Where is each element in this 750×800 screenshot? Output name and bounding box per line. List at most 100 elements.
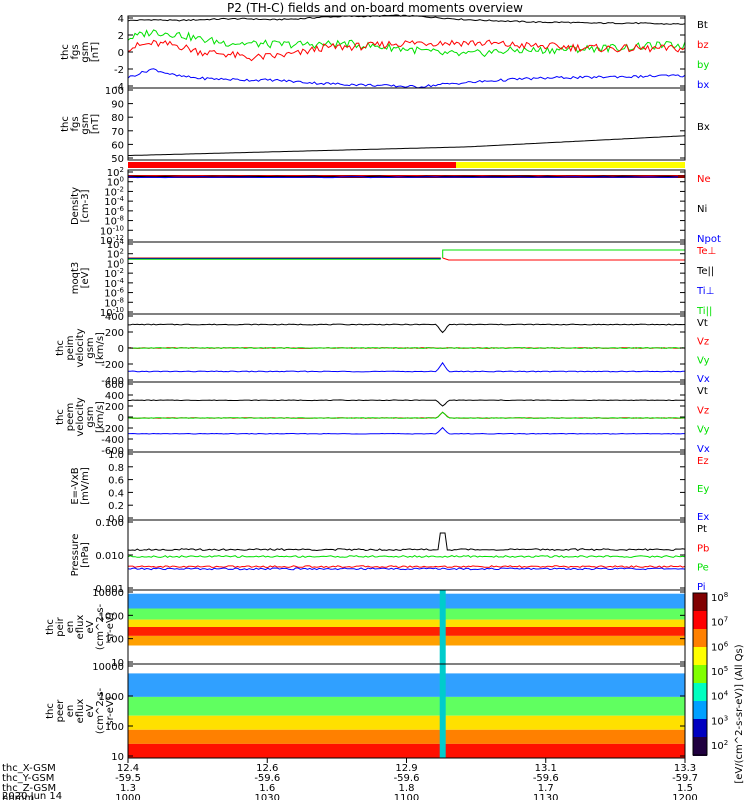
y-tick-label: 600 bbox=[105, 380, 124, 391]
y-tick-label: 0.100 bbox=[95, 518, 124, 529]
series-Vx bbox=[127, 361, 686, 373]
x-tick-label: 1200 bbox=[672, 793, 697, 800]
panel-frame bbox=[127, 381, 686, 453]
colorbar-tick-label: 103 bbox=[711, 714, 728, 727]
y-tick-label: 0.8 bbox=[108, 463, 124, 474]
y-tick-label: 10-4 bbox=[104, 277, 124, 290]
x-row-label: thc_X-GSM bbox=[2, 763, 56, 774]
y-axis-label: thcpeemvelocitygsm[km/s] bbox=[55, 397, 106, 436]
y-tick-label: 400 bbox=[105, 391, 124, 402]
y-tick-label: 10-4 bbox=[104, 195, 124, 208]
y-tick-label: 400 bbox=[105, 312, 124, 323]
y-tick-label: 102 bbox=[107, 166, 124, 179]
spectrogram-band bbox=[128, 673, 685, 697]
y-tick-label: 10-2 bbox=[104, 267, 124, 280]
legend-entry: Vy bbox=[697, 425, 710, 436]
x-tick-label: 12.9 bbox=[395, 763, 417, 774]
legend-entry: by bbox=[697, 60, 709, 71]
y-tick-label: 50 bbox=[111, 154, 124, 165]
colorbar-segment bbox=[693, 593, 707, 612]
y-tick-label: 10000 bbox=[92, 662, 124, 673]
y-tick-label: -400 bbox=[101, 376, 124, 387]
y-tick-label: 104 bbox=[107, 238, 125, 251]
y-axis-label: E=-VxB[mV/m] bbox=[70, 467, 91, 505]
y-tick-label: 80 bbox=[111, 113, 124, 124]
x-tick-label: -59.7 bbox=[672, 773, 698, 784]
series-Vy bbox=[127, 347, 686, 349]
panel-frame bbox=[127, 241, 686, 315]
y-tick-label: 0 bbox=[118, 48, 124, 59]
series-Vx bbox=[128, 426, 685, 435]
x-date-label: 2020 Jun 14 bbox=[2, 791, 62, 800]
colorbar-tick-label: 106 bbox=[711, 640, 729, 653]
y-tick-label: 10-10 bbox=[100, 224, 124, 237]
legend-entry: Npot bbox=[697, 234, 721, 245]
spectrogram-band bbox=[128, 715, 685, 730]
series-Vz bbox=[127, 411, 686, 419]
colorbar-tick-label: 108 bbox=[711, 591, 728, 604]
colorbar-segment bbox=[693, 683, 707, 702]
x-row-label: hhmm bbox=[2, 793, 34, 800]
series-Vy bbox=[127, 411, 686, 419]
colorbar-segment bbox=[693, 719, 707, 738]
x-tick-label: 1.6 bbox=[259, 783, 275, 794]
y-axis-label: Density[cm-3] bbox=[70, 187, 91, 225]
y-tick-label: 10-10 bbox=[100, 306, 124, 319]
y-axis-label: thcpeimvelocitygsm[km/s] bbox=[55, 328, 106, 367]
y-tick-label: -200 bbox=[101, 360, 124, 371]
y-tick-label: 10-2 bbox=[104, 185, 124, 198]
legend-entry: Ti⊥ bbox=[696, 286, 714, 297]
series-Pe bbox=[127, 555, 686, 559]
spectrogram-gap bbox=[439, 664, 446, 758]
chart-title: P2 (TH-C) fields and on-board moments ov… bbox=[227, 1, 523, 15]
series-Pi bbox=[127, 567, 686, 571]
y-tick-label: 70 bbox=[111, 127, 124, 138]
colorbar-tick-label: 107 bbox=[711, 616, 728, 629]
legend-entry: bx bbox=[697, 80, 709, 91]
series-bx bbox=[127, 68, 686, 89]
spectrogram-band bbox=[128, 608, 685, 620]
y-tick-label: 10-8 bbox=[104, 296, 124, 309]
series-Bx bbox=[128, 135, 686, 156]
y-tick-label: -4 bbox=[114, 82, 124, 93]
y-tick-label: 10-6 bbox=[104, 287, 124, 300]
legend-entry: bz bbox=[697, 40, 709, 51]
y-tick-label: -2 bbox=[114, 65, 124, 76]
colorbar-segment bbox=[693, 611, 707, 630]
y-tick-label: 100 bbox=[105, 635, 124, 646]
legend-entry: Pe bbox=[697, 563, 709, 574]
y-tick-label: 2 bbox=[118, 31, 124, 42]
spectrogram-band bbox=[128, 627, 685, 636]
x-tick-label: -59.6 bbox=[533, 773, 559, 784]
series-Pt bbox=[127, 532, 686, 552]
y-tick-label: 100 bbox=[107, 257, 124, 270]
spectrogram-gap bbox=[439, 590, 446, 664]
x-tick-label: 1.5 bbox=[677, 783, 693, 794]
y-tick-label: 10 bbox=[111, 752, 124, 763]
spectrogram-band bbox=[128, 743, 685, 758]
legend-entry: Vt bbox=[697, 318, 708, 329]
y-tick-label: 0 bbox=[118, 344, 124, 355]
series-Ne bbox=[127, 175, 679, 177]
x-tick-label: 12.6 bbox=[256, 763, 278, 774]
spectrogram-band bbox=[128, 729, 685, 744]
y-tick-label: 90 bbox=[111, 100, 124, 111]
colorbar-segment bbox=[693, 737, 707, 756]
y-tick-label: 100 bbox=[105, 86, 124, 97]
y-tick-label: 10-12 bbox=[100, 234, 124, 247]
legend-entry: Vx bbox=[697, 374, 710, 385]
x-tick-label: 13.1 bbox=[535, 763, 557, 774]
x-tick-label: 1130 bbox=[533, 793, 558, 800]
x-tick-label: 1000 bbox=[115, 793, 140, 800]
legend-entry: Vy bbox=[697, 355, 710, 366]
y-axis-label: thcfgsgsm[nT] bbox=[60, 113, 101, 134]
y-tick-label: 10000 bbox=[92, 588, 124, 599]
spectrogram-band bbox=[128, 593, 685, 609]
spectrogram-band bbox=[128, 696, 685, 716]
y-axis-label: thcpeirenefluxeV(cm^2-s-sr-eV) bbox=[45, 603, 116, 650]
mode-segment-yellow bbox=[456, 162, 685, 168]
colorbar-tick-label: 102 bbox=[711, 739, 728, 752]
panel-frame bbox=[127, 519, 686, 591]
y-tick-label: 0 bbox=[118, 413, 124, 424]
